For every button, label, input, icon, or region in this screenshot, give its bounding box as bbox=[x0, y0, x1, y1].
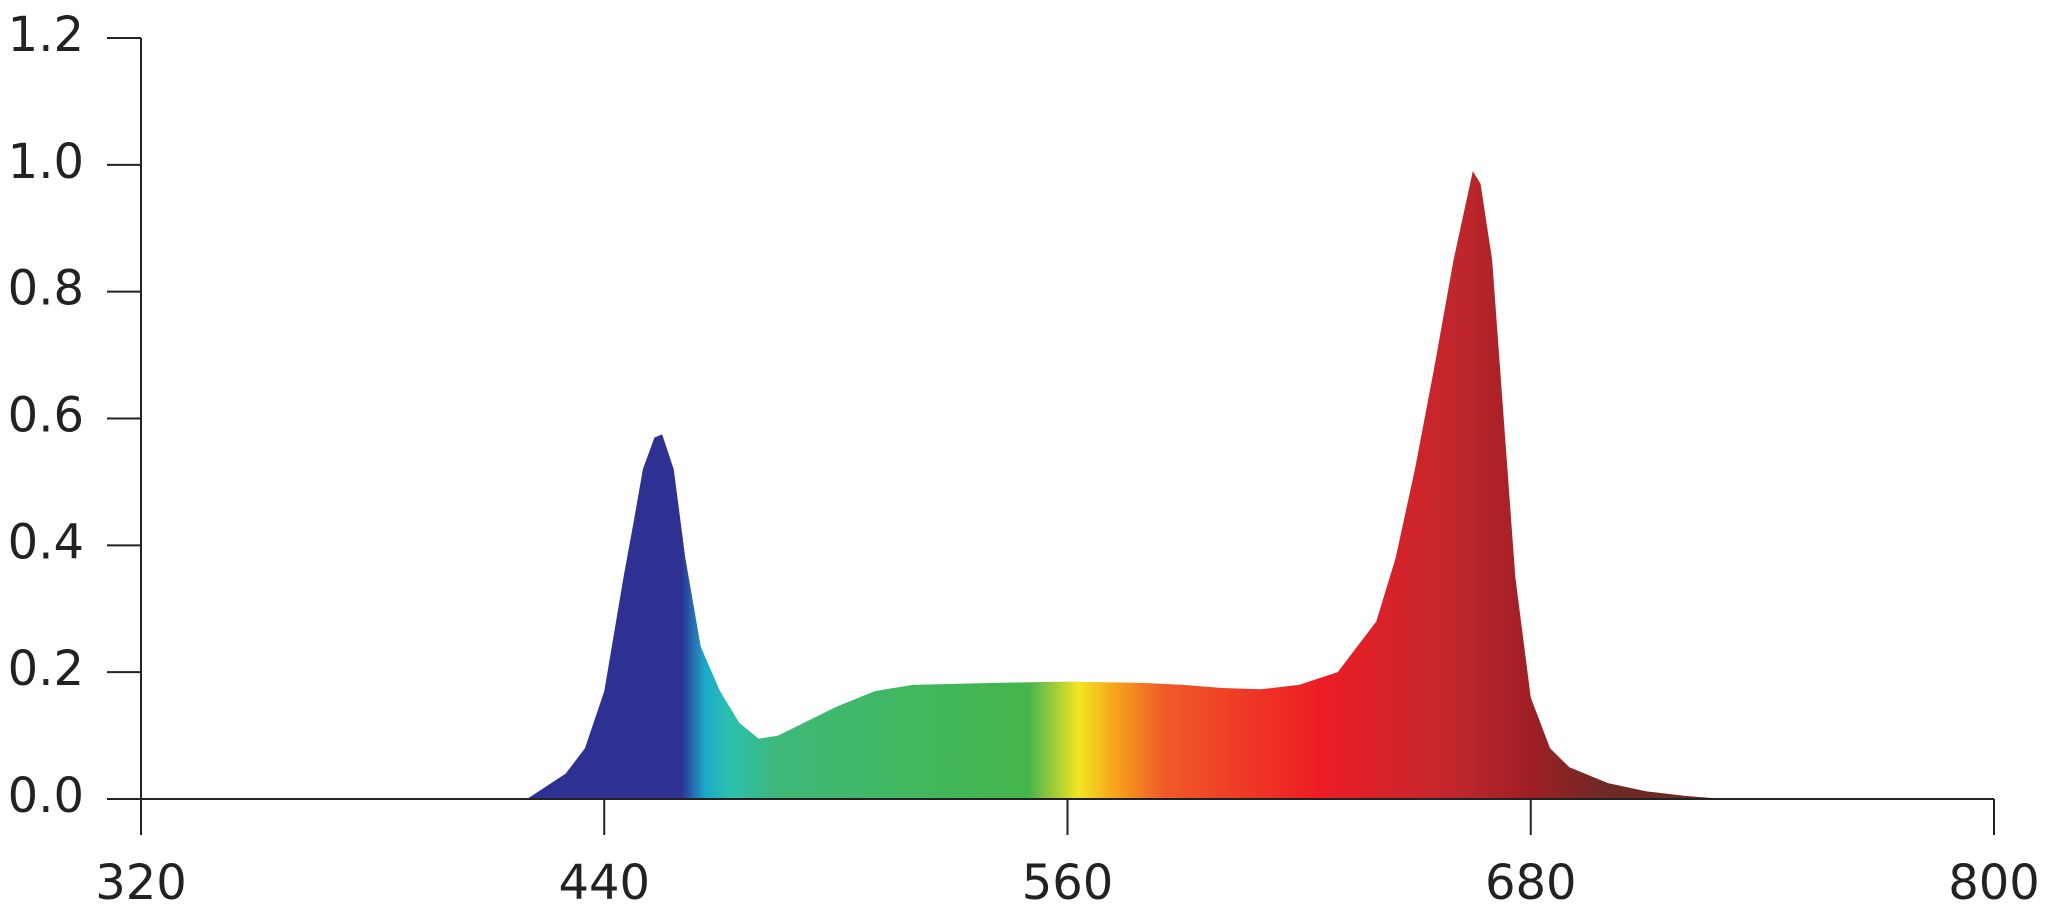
y-tick-label: 0.2 bbox=[8, 641, 84, 697]
y-tick-label: 0.4 bbox=[8, 514, 84, 570]
y-tick-label: 1.2 bbox=[8, 7, 84, 63]
x-tick-label: 440 bbox=[558, 855, 650, 911]
y-tick-label: 0.8 bbox=[8, 261, 84, 317]
x-tick-label: 560 bbox=[1022, 855, 1114, 911]
spectrum-area bbox=[527, 171, 1724, 800]
y-tick-label: 0.0 bbox=[8, 768, 84, 824]
y-tick-label: 0.6 bbox=[8, 388, 84, 444]
y-tick-label: 1.0 bbox=[8, 134, 84, 190]
x-tick-label: 680 bbox=[1485, 855, 1577, 911]
x-tick-label: 800 bbox=[1948, 855, 2040, 911]
x-tick-label: 320 bbox=[95, 855, 187, 911]
